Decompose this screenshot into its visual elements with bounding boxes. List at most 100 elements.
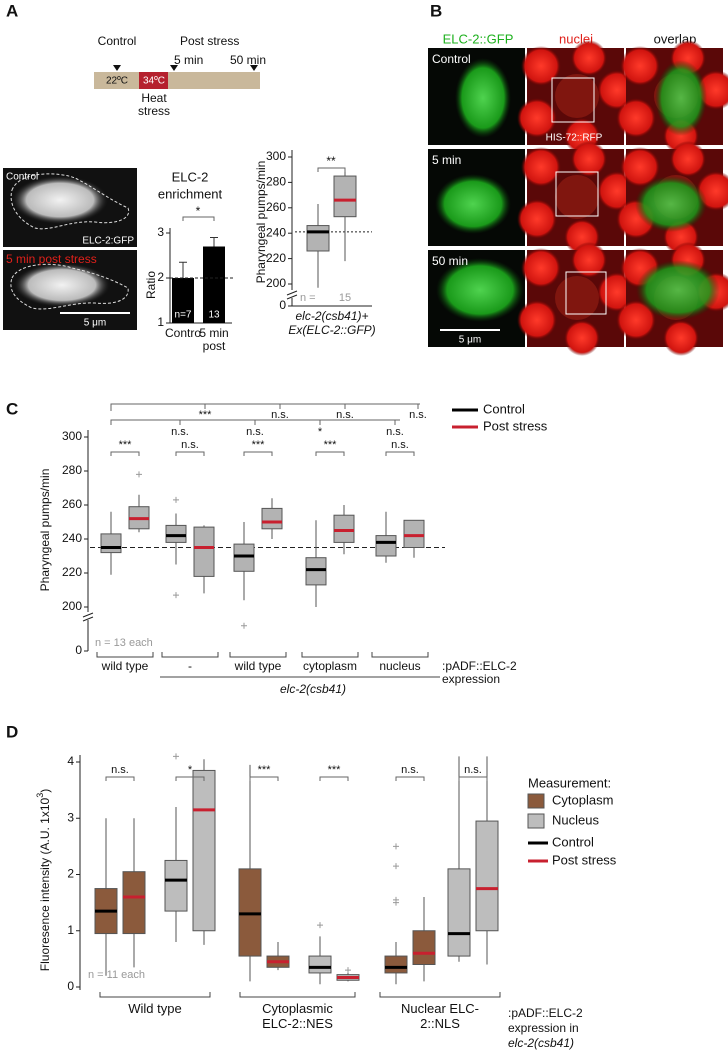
significance-bracket: [458, 776, 488, 781]
row-label: 5 min: [432, 153, 461, 167]
significance-bracket: [319, 776, 349, 781]
box: [475, 820, 499, 932]
cell: [436, 258, 524, 322]
group-bracket: [96, 652, 154, 658]
y-tick-label: 200: [266, 276, 286, 290]
outlier: [345, 967, 351, 974]
y-axis-label-part: Fluoresence intensity (A.U. 1x10: [38, 797, 52, 971]
box: [165, 524, 187, 543]
x-tick-label: Wild type: [128, 1001, 182, 1016]
image-label: ELC-2:GFP: [82, 236, 134, 247]
y-tick-label: 240: [62, 531, 82, 545]
box: [412, 930, 436, 965]
significance: n.s.: [409, 409, 427, 421]
tile: [517, 141, 637, 255]
significance: *: [196, 204, 201, 218]
legend-label: Post stress: [483, 418, 548, 433]
cell: [655, 60, 707, 136]
significance: n.s.: [391, 439, 409, 451]
note: :pADF::ELC-2: [508, 1006, 583, 1020]
significance: n.s.: [111, 764, 129, 776]
box: [308, 955, 332, 974]
significance: n.s.: [386, 426, 404, 438]
legend-label: Cytoplasm: [552, 792, 613, 807]
box: [403, 519, 425, 548]
outlier: [393, 863, 399, 870]
x-tick-label: Nuclear ELC-2::NLS: [400, 1001, 480, 1031]
y-tick-label: 260: [62, 497, 82, 511]
x-tick-label: -: [188, 659, 192, 673]
y-tick-label: 0: [75, 643, 82, 657]
y-tick-label: 300: [62, 429, 82, 443]
significance: n.s.: [336, 409, 354, 421]
axis-break: [82, 612, 94, 622]
y-tick-label: 4: [67, 754, 74, 768]
stress-segment: [139, 72, 168, 89]
y-tick-label: 280: [62, 463, 82, 477]
cell: [636, 260, 720, 320]
outlier: [136, 471, 142, 478]
significance: *: [318, 426, 323, 438]
n-label: 13: [208, 310, 220, 321]
significance-bracket: [110, 403, 420, 411]
roi-box: [551, 77, 595, 123]
row-label: Control: [432, 52, 471, 66]
stress-label: stress: [138, 104, 170, 118]
significance: ***: [252, 439, 266, 451]
roi-box: [565, 271, 607, 315]
significance: n.s.: [246, 426, 264, 438]
significance-bracket: [182, 216, 215, 221]
temperature: 34ºC: [143, 76, 165, 87]
note: elc-2(csb41): [508, 1036, 574, 1050]
y-tick-label: 3: [157, 225, 164, 239]
y-tick-label: 200: [62, 599, 82, 613]
group-bracket: [161, 652, 219, 658]
cell-outline: [10, 173, 130, 230]
timeline-label: Control: [98, 34, 137, 48]
error-bar: [179, 261, 187, 278]
roi-box: [555, 171, 599, 217]
legend-label: Control: [552, 834, 594, 849]
x-tick-label: wild type: [101, 659, 149, 673]
cell: [455, 58, 511, 138]
panel-label: A: [6, 1, 18, 20]
significance: n.s.: [271, 409, 289, 421]
axis-break: [286, 290, 298, 300]
micrograph: Control ELC-2:GFP 5 min post stress 5 μm: [3, 168, 137, 330]
significance-bracket: [395, 776, 425, 781]
x-tick-label: 5 min post: [199, 327, 229, 353]
y-tick-label: 280: [266, 175, 286, 189]
significance: ***: [328, 764, 342, 776]
significance-bracket: [105, 776, 135, 781]
scale-label: 5 μm: [459, 335, 481, 346]
scale-label: 5 μm: [84, 318, 106, 329]
x-tick-label: Control: [165, 327, 201, 340]
box: [306, 225, 330, 252]
panel-label: D: [6, 722, 18, 741]
legend-label: Control: [483, 401, 525, 416]
x-tick-label: Cytoplasmic ELC-2::NES: [262, 1001, 333, 1031]
box: [192, 769, 216, 932]
group-bracket: [239, 992, 356, 998]
group-label: elc-2(csb41): [280, 682, 346, 696]
group-bracket: [99, 992, 211, 998]
group-bracket: [371, 652, 429, 658]
x-tick-label: Wild type: [128, 1001, 182, 1016]
outlier: [173, 496, 179, 503]
significance-bracket: [175, 776, 205, 781]
panel-label: C: [6, 399, 18, 418]
group-bracket: [301, 652, 359, 658]
x-tick-label: 5 min post: [199, 327, 229, 353]
x-tick-label: Cytoplasmic ELC-2::NES: [262, 1001, 333, 1031]
significance-bracket: [243, 451, 273, 456]
micrograph-grid: ELC-2::GFP nuclei overlap Control 5 min …: [428, 31, 728, 356]
significance: n.s.: [464, 764, 482, 776]
tile: [428, 149, 525, 246]
y-tick-label: 240: [266, 225, 286, 239]
significance-bracket: [110, 451, 140, 456]
x-tick-label: nucleus: [379, 659, 420, 673]
y-tick-label: 1: [67, 923, 74, 937]
legend-swatch: [527, 793, 545, 809]
significance-bracket: [317, 167, 346, 172]
